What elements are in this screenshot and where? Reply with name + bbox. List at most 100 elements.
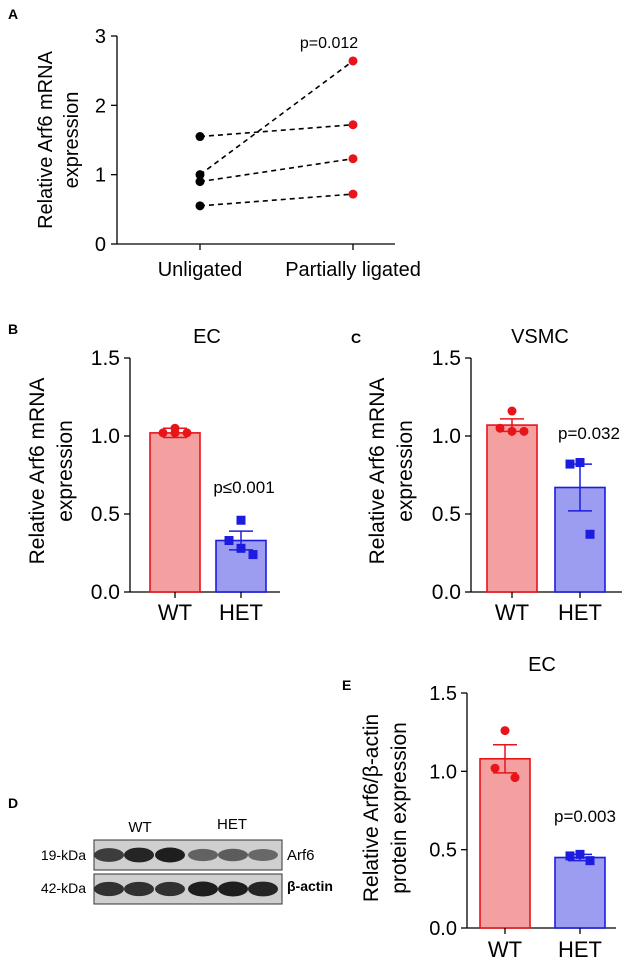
c-y-axis-label: Relative Arf6 mRNA expression (366, 378, 417, 565)
a-point-ligated (348, 120, 358, 130)
e-point-het (565, 851, 575, 861)
e-x-tick-label: WT (488, 937, 522, 959)
blot-protein-label-arf6: Arf6 (287, 847, 315, 864)
a-x-tick-label: Partially ligated (285, 259, 421, 281)
blot-bands-actin (94, 881, 278, 897)
a-point-unligated (195, 177, 205, 187)
e-annotation-pvalue: p=0.003 (554, 807, 616, 826)
blot-band-arf6 (94, 848, 124, 862)
e-point-wt (500, 726, 510, 736)
a-y-tick-label: 3 (95, 26, 106, 48)
e-point-het (585, 856, 595, 866)
panel-c-chart: VSMC 0.0 0.5 1.0 1.5 WT HET p=0.032 Relative Arf… (366, 326, 622, 625)
a-y-tick-label: 0 (95, 234, 106, 256)
c-point-het (575, 458, 585, 468)
e-point-wt (510, 773, 520, 783)
b-point-het (248, 550, 258, 560)
e-point-wt (490, 763, 500, 773)
c-y-tick-label: 1.0 (432, 425, 461, 448)
a-pair-line (199, 60, 354, 176)
c-annotation-pvalue: p=0.032 (558, 424, 620, 443)
a-pair-line (199, 123, 354, 138)
a-point-ligated (348, 154, 358, 164)
c-point-het (585, 529, 595, 539)
panel-e-chart: EC 0.0 0.5 1.0 1.5 WT HET p=0.003 Relative Arf6/… (360, 654, 616, 959)
a-point-unligated (195, 132, 205, 142)
e-point-het (575, 849, 585, 859)
a-x-tick-label: Unligated (158, 259, 243, 281)
a-y-tick-label: 1 (95, 165, 106, 187)
b-bar-wt (149, 432, 201, 593)
b-point-het (236, 543, 246, 553)
a-point-ligated (348, 56, 358, 66)
b-y-tick-label: 1.0 (91, 425, 120, 448)
e-bar-wt (479, 757, 531, 929)
blot-protein-label-actin: β-actin (287, 878, 333, 894)
a-y-tick-label: 2 (95, 95, 106, 117)
blot-bands-arf6 (94, 847, 278, 863)
a-annotation-pvalue: p=0.012 (300, 35, 358, 52)
c-point-wt (495, 423, 505, 433)
b-point-wt (158, 428, 168, 438)
c-x-tick-label: WT (495, 600, 529, 625)
panel-d-western-blot: WT HET 19-kDa 42-kDa Arf6 β-actin (41, 816, 333, 905)
blot-group-label-het: HET (217, 816, 247, 833)
panel-label-a: A (8, 6, 18, 22)
blot-band-arf6 (248, 849, 278, 861)
c-point-het (565, 459, 575, 469)
c-point-wt (507, 406, 517, 416)
e-y-axis-label: Relative Arf6/β-actin protein expression (360, 714, 411, 902)
b-y-tick-label: 0.5 (91, 503, 120, 526)
e-title: EC (528, 654, 556, 676)
c-y-tick-label: 1.5 (432, 347, 461, 370)
blot-band-arf6 (218, 848, 248, 862)
b-annotation-pvalue: p≤0.001 (213, 478, 274, 497)
panel-label-d: D (8, 795, 18, 811)
b-y-tick-label: 0.0 (91, 581, 120, 604)
c-point-wt (507, 426, 517, 436)
e-y-tick-label: 1.5 (429, 683, 457, 705)
blot-band-arf6 (188, 848, 218, 862)
b-x-tick-label: HET (219, 600, 263, 625)
b-point-wt (182, 428, 192, 438)
a-pair-line (199, 193, 354, 207)
b-point-het (224, 536, 234, 546)
panel-label-e: E (342, 677, 351, 693)
a-y-axis-label: Relative Arf6 mRNA expression (35, 50, 83, 228)
blot-band-arf6 (124, 847, 154, 863)
a-point-unligated (195, 170, 205, 180)
c-title: VSMC (511, 326, 569, 348)
b-title: EC (193, 326, 221, 348)
e-x-tick-label: HET (558, 937, 602, 959)
a-point-ligated (348, 189, 358, 199)
blot-row-label-42kda: 42-kDa (41, 880, 86, 896)
b-y-axis-label: Relative Arf6 mRNA expression (26, 378, 77, 565)
panel-label-b: B (8, 321, 18, 337)
panel-a-chart: 0 1 2 3 Unligated Partially ligated p=0.012 Rel… (35, 26, 421, 281)
c-x-tick-label: HET (558, 600, 602, 625)
blot-band-actin (188, 881, 218, 897)
blot-band-actin (155, 881, 185, 897)
c-y-tick-label: 0.0 (432, 581, 461, 604)
a-point-unligated (195, 201, 205, 211)
blot-band-actin (218, 881, 248, 897)
e-y-tick-label: 1.0 (429, 761, 457, 783)
a-pair-line (199, 157, 354, 183)
c-y-tick-label: 0.5 (432, 503, 461, 526)
blot-band-actin (124, 881, 154, 897)
c-bar-wt (486, 424, 538, 593)
blot-band-arf6 (155, 847, 185, 863)
e-y-tick-label: 0.0 (429, 918, 457, 940)
blot-band-actin (248, 881, 278, 897)
b-point-wt (170, 428, 180, 438)
b-y-tick-label: 1.5 (91, 347, 120, 370)
blot-band-actin (94, 881, 124, 897)
blot-row-label-19kda: 19-kDa (41, 847, 86, 863)
panel-label-c: C (351, 330, 361, 346)
panel-b-chart: EC 0.0 0.5 1.0 1.5 WT HET p≤0.001 Relative Arf6 … (26, 326, 280, 625)
b-bar-het (215, 539, 267, 593)
c-point-wt (519, 426, 529, 436)
b-x-tick-label: WT (158, 600, 192, 625)
b-point-het (236, 515, 246, 525)
